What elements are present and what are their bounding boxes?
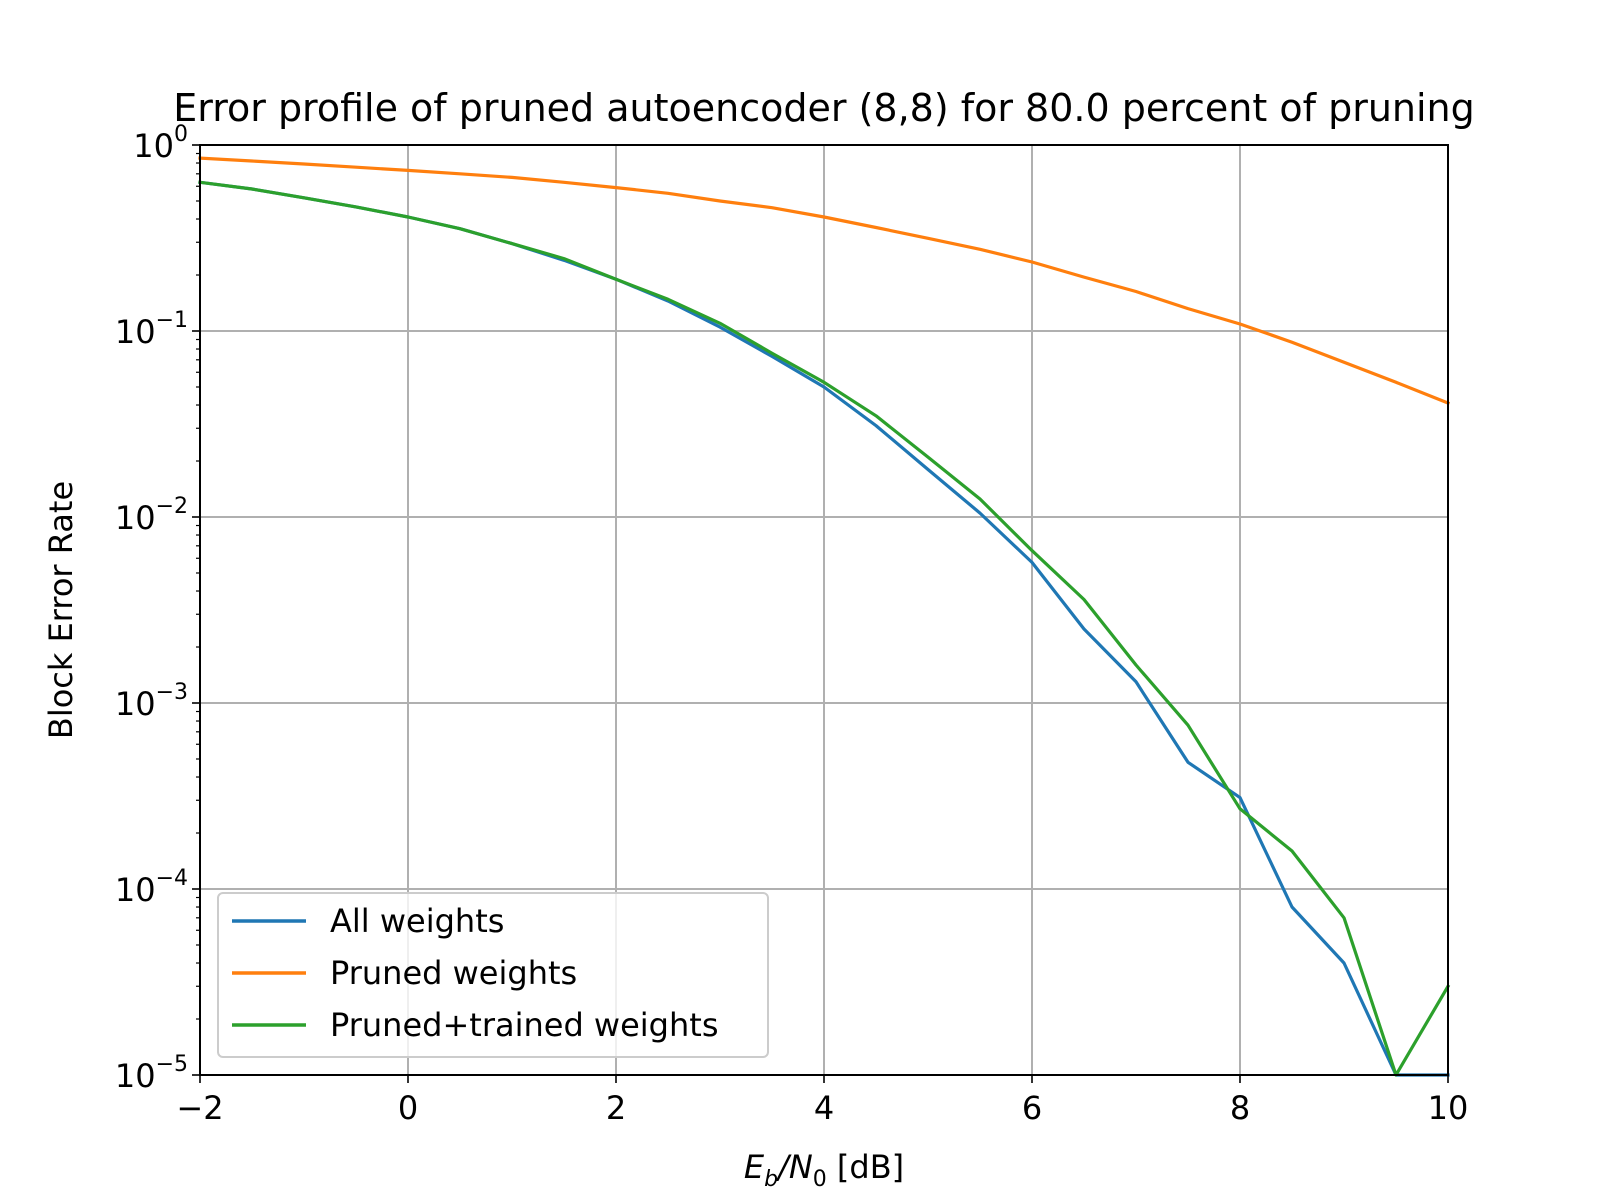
x-tick-label: 0 xyxy=(398,1089,418,1127)
y-tick-label: 100 xyxy=(133,122,188,165)
x-axis-ticks: −2 0 2 4 6 8 10 xyxy=(176,1075,1468,1127)
series-line-pruned-weights xyxy=(198,156,1451,406)
legend-label-pruned-trained-weights: Pruned+trained weights xyxy=(330,1006,718,1044)
legend-box xyxy=(217,892,769,1058)
y-tick-label: 10−3 xyxy=(115,680,188,723)
y-axis-ticks: 100 10−1 10−2 10−3 10−4 10−5 xyxy=(115,122,200,1095)
y-axis-label: Block Error Rate xyxy=(42,481,80,739)
y-tick-label: 10−5 xyxy=(115,1052,188,1095)
legend-label-pruned-weights: Pruned weights xyxy=(330,954,577,992)
chart-title: Error profile of pruned autoencoder (8,8… xyxy=(173,86,1475,130)
x-tick-label: 4 xyxy=(814,1089,834,1127)
x-axis-label: Eb/N0 [dB] xyxy=(744,1148,904,1192)
series-line-pruned-trained-weights xyxy=(198,180,1451,1077)
series-lines xyxy=(198,156,1451,1077)
y-tick-label: 10−2 xyxy=(115,494,188,537)
x-tick-label: 6 xyxy=(1022,1089,1042,1127)
legend-label-all-weights: All weights xyxy=(330,902,504,940)
y-tick-label: 10−1 xyxy=(115,308,188,351)
x-tick-label: 8 xyxy=(1230,1089,1250,1127)
x-tick-label: 10 xyxy=(1428,1089,1469,1127)
x-tick-label: −2 xyxy=(176,1089,223,1127)
legend: All weights Pruned weights Pruned+traine… xyxy=(217,892,769,1058)
y-tick-label: 10−4 xyxy=(115,866,188,909)
x-tick-label: 2 xyxy=(606,1089,626,1127)
